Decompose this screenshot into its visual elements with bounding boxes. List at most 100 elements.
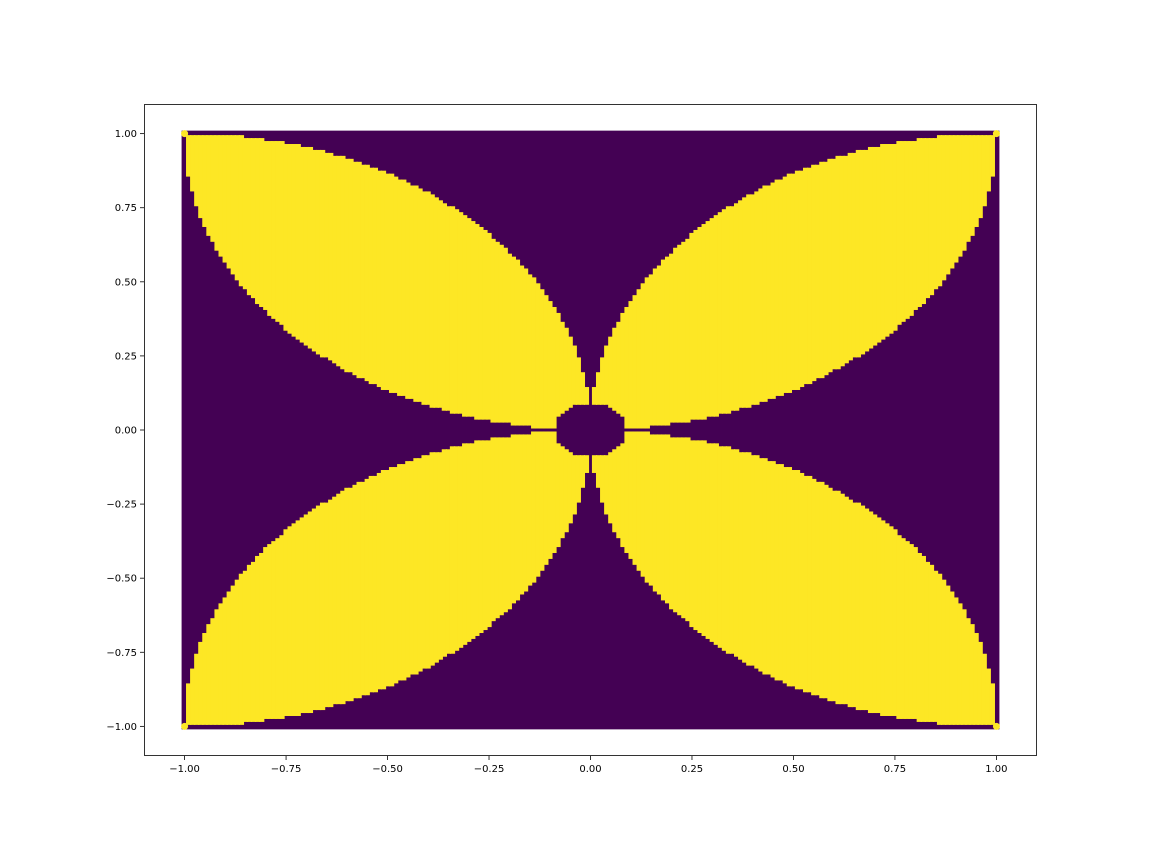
class-1-point-column [567,336,573,408]
class-1-point-column [616,321,622,414]
class-1-point-column [884,144,890,337]
class-1-point-column [786,173,793,393]
class-1-point-column [384,173,391,390]
class-1-point-column [880,520,886,716]
class-1-point-column [279,141,285,325]
class-1-point-column [636,289,642,429]
class-1-point-column [238,573,245,725]
class-1-point-column [360,164,366,379]
class-1-point-column [770,182,776,399]
class-1-point-column [401,464,407,681]
class-1-point-column [344,158,350,373]
class-1-point-column [892,144,898,331]
class-1-point-column [368,475,374,693]
class-1-point-column [896,535,902,719]
class-1-point-column [888,144,894,334]
class-1-point-column [336,493,342,705]
class-1-point-column [551,307,557,429]
class-1-point-column [928,564,935,722]
class-1-points [181,132,1000,728]
class-1-point-column [194,653,200,725]
class-1-point-column [198,135,204,219]
class-1-point-column [299,517,305,714]
class-1-point-column [941,135,947,281]
class-1-point-column [620,312,626,417]
class-1-point-column [677,244,683,423]
y-tick-label: 0.75 [115,203,137,214]
class-1-point-column [238,135,245,287]
class-1-point-column [851,152,857,358]
class-1-point-column [567,452,573,524]
class-1-point-column [794,470,801,690]
class-1-point-column [360,481,366,696]
class-1-point-column [843,496,849,705]
class-1-point-column [356,481,362,699]
class-1-point-column [433,197,439,408]
class-1-point-column [222,597,228,725]
class-1-point-column [543,295,549,429]
class-1-point-column [827,487,833,702]
class-1-point-column [673,437,679,613]
x-tick-label: 0.25 [681,764,703,775]
class-1-point-column [685,437,691,622]
class-1-point-column [283,529,289,716]
class-1-point-column [234,135,240,281]
class-1-point-column [965,618,971,725]
class-1-point-column [348,158,354,373]
class-1-point-column [746,194,752,408]
class-1-point-column [908,141,914,316]
class-1-point-column [733,203,740,411]
class-1-point-column [271,141,277,319]
class-1-point-column [429,194,435,408]
class-1-point-column [945,135,951,275]
class-1-point-column [916,552,922,722]
class-1-point-column [600,357,606,405]
class-1-point-column [892,529,898,716]
axes-frame [144,104,1037,756]
class-1-point-column [725,206,732,414]
class-1-point-column [900,538,906,719]
class-1-point-column [246,138,253,296]
class-1-point-column [571,345,577,405]
class-1-point-column [250,561,257,722]
class-1-point-column [206,135,212,236]
class-1-point-column [876,146,882,343]
x-axis: −1.00 −0.75 −0.50 −0.25 0.00 0.25 0.50 0.75 1.00 [169,756,1008,775]
class-1-point-column [206,624,212,725]
class-1-point-column [709,443,715,642]
class-1-point-column [198,641,204,725]
class-1-point-column [267,544,273,719]
class-1-point-column [275,141,281,322]
class-1-point-column [445,449,452,654]
class-1-point-column [319,502,326,711]
class-1-point-column [697,226,703,420]
class-1-point-column [470,221,476,417]
class-1-point-column [388,173,395,393]
y-axis: −1.00 −0.75 −0.50 −0.25 0.00 0.25 0.50 0.75 1.00 [106,129,144,733]
class-1-point-column [328,499,334,708]
class-1-point-column [961,609,967,725]
class-1-point-column [652,268,659,426]
class-1-point-column [531,277,537,429]
class-1-point-column [733,449,740,657]
class-1-point-column [413,458,419,675]
class-1-point-column [380,170,387,390]
class-1-point-column [932,570,939,722]
x-tick-label: −0.50 [372,764,403,775]
class-1-point-column [656,265,663,426]
class-1-point-column [352,161,358,376]
class-1-point-column [210,618,216,725]
class-1-point-column [502,247,508,423]
class-1-point-column [677,437,683,616]
class-1-point-column [644,431,650,583]
class-1-point-column [474,224,480,420]
class-1-point-column [973,135,979,227]
class-1-point-column [437,200,443,408]
class-1-point-column [859,505,866,711]
class-1-point-column [664,256,671,426]
class-1-point-column [884,523,890,716]
class-1-point-column [474,440,480,636]
class-1-point-column [932,138,939,290]
class-1-point-column [328,152,334,361]
class-1-point-column [303,514,309,714]
